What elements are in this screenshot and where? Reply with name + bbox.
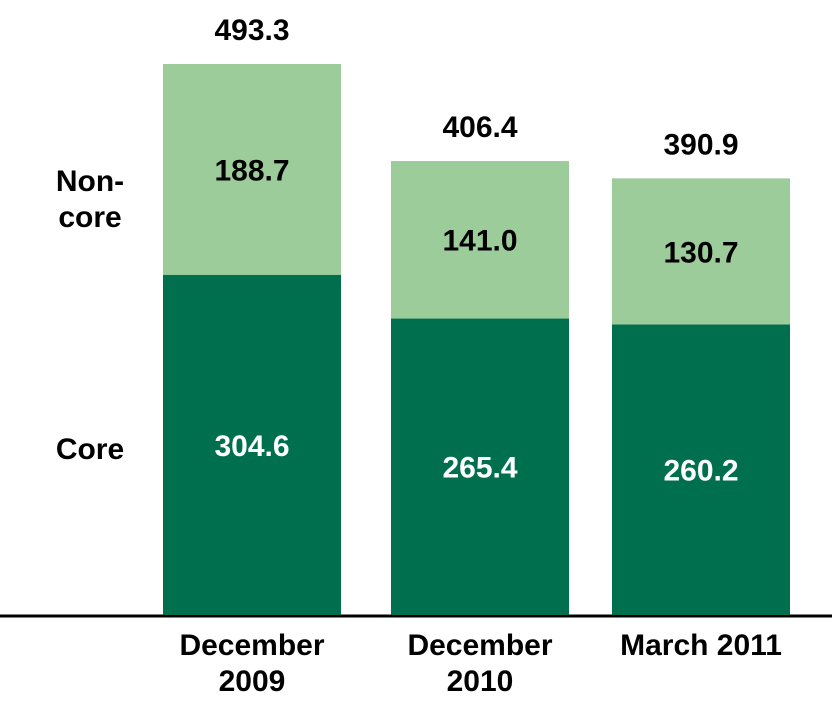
series-label: Core: [55, 433, 125, 466]
bar-segment: [391, 318, 569, 615]
value-label: 304.6: [214, 430, 289, 463]
total-label: 406.4: [442, 111, 517, 144]
series-label: Non-core: [55, 165, 125, 234]
x-tick-label: December 2009: [179, 629, 325, 698]
x-tick-label: March 2011: [620, 629, 782, 662]
bar-segment: [391, 161, 569, 319]
value-label: 141.0: [442, 225, 517, 258]
value-label: 265.4: [442, 452, 517, 485]
x-tick-label: December 2010: [407, 629, 553, 698]
bar-segment: [612, 178, 790, 325]
value-label: 188.7: [214, 154, 289, 187]
total-label: 493.3: [214, 14, 289, 47]
bar-segment: [163, 274, 341, 615]
value-label: 130.7: [663, 236, 738, 269]
total-label: 390.9: [663, 128, 738, 161]
bar-segment: [163, 63, 341, 275]
value-label: 260.2: [663, 455, 738, 488]
bar-segment: [612, 324, 790, 615]
